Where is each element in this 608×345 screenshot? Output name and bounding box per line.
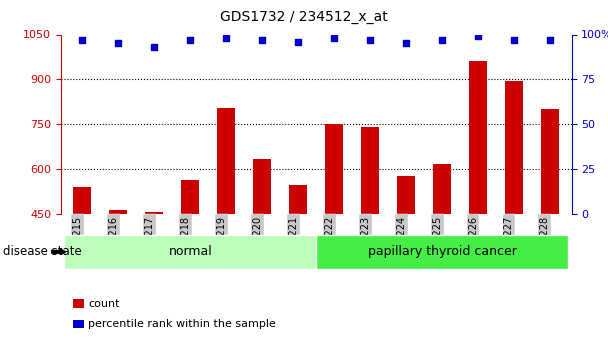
Point [114,41,123,46]
Bar [64,235,316,269]
Text: GSM85220: GSM85220 [252,216,262,269]
Bar [469,61,487,214]
Point [473,33,483,39]
Point [437,37,447,43]
Text: GSM85223: GSM85223 [360,216,370,269]
Bar [253,159,271,214]
Text: GSM85228: GSM85228 [540,216,550,269]
Point [509,37,519,43]
Text: count: count [88,299,120,308]
Bar [316,235,568,269]
Bar [145,211,164,214]
Text: GSM85216: GSM85216 [108,216,119,269]
Bar [433,164,451,214]
Text: papillary thyroid cancer: papillary thyroid cancer [368,245,516,258]
Point [77,37,87,43]
Text: GSM85222: GSM85222 [324,216,334,269]
Bar [181,179,199,214]
Point [401,41,411,46]
Text: normal: normal [168,245,212,258]
Text: GSM85221: GSM85221 [288,216,298,269]
Bar [361,127,379,214]
Bar [217,108,235,214]
Point [545,37,555,43]
Text: GSM85219: GSM85219 [216,216,226,269]
Text: GSM85224: GSM85224 [396,216,406,269]
Bar [289,186,307,214]
Bar [505,81,523,214]
Bar [541,109,559,214]
Text: disease state: disease state [3,245,82,258]
Point [365,37,375,43]
Point [185,37,195,43]
Text: GSM85217: GSM85217 [144,216,154,269]
Bar [397,176,415,214]
Point [293,39,303,45]
Text: GSM85225: GSM85225 [432,216,442,269]
Point [330,35,339,41]
Text: GSM85218: GSM85218 [181,216,190,269]
Bar [325,124,343,214]
Point [257,37,267,43]
Point [221,35,231,41]
Text: GSM85215: GSM85215 [72,216,82,269]
Text: GDS1732 / 234512_x_at: GDS1732 / 234512_x_at [220,10,388,24]
Text: GSM85226: GSM85226 [468,216,478,269]
Bar [109,210,127,214]
Point [150,44,159,50]
Text: GSM85227: GSM85227 [504,216,514,269]
Text: percentile rank within the sample: percentile rank within the sample [88,319,276,329]
Bar [74,187,91,214]
